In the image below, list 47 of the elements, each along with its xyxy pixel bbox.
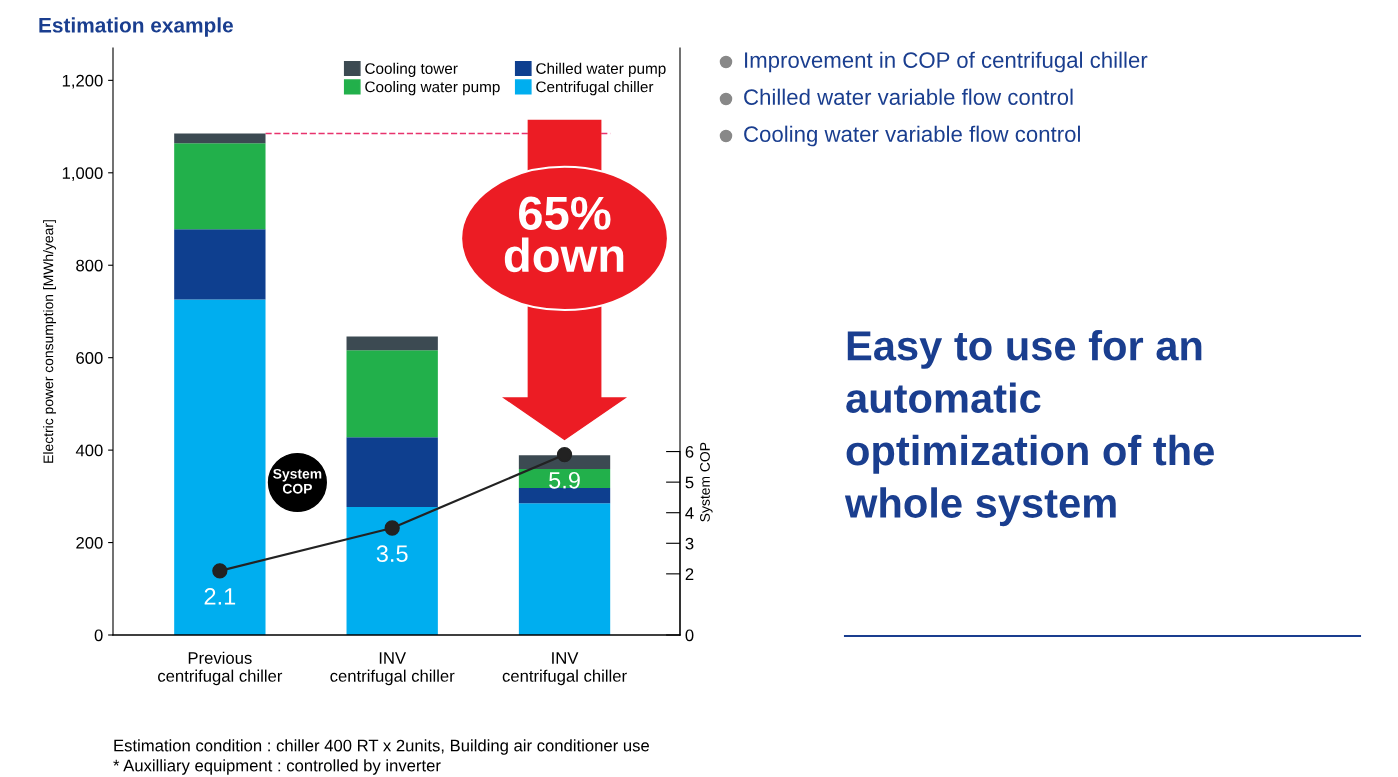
bar	[346, 506, 438, 635]
annotation: 65% down	[504, 196, 624, 273]
x-tick-label: Previous centrifugal chiller	[158, 651, 283, 686]
point	[556, 446, 573, 463]
text: Estimation condition : chiller 400 RT x 2units, Building air conditioner use	[114, 739, 649, 755]
text: Improvement in COP of centrifugal chiller	[745, 51, 1148, 73]
y2-axis-title: System COP	[700, 442, 713, 522]
text: Chilled water variable flow control	[744, 88, 1073, 105]
y-tick-label: 400	[75, 444, 103, 457]
bar	[518, 503, 611, 635]
y2-tick-label: 4	[685, 507, 694, 519]
x-tick-label: INV centrifugal chiller	[330, 652, 455, 686]
point	[384, 520, 400, 536]
bar	[174, 299, 266, 635]
text: * Auxilliary equipment : controlled by inverter	[113, 759, 441, 775]
y2-tick-label: 3	[685, 537, 694, 550]
y2-tick-label: 2	[685, 568, 694, 580]
y-axis-title: Electric power consumption [MWh/year]	[43, 220, 57, 463]
chart-title: Estimation example	[39, 17, 233, 37]
legend-label: Centrifugal chiller	[536, 81, 654, 96]
legend-label: Cooling water pump	[365, 81, 500, 96]
point	[212, 563, 228, 579]
text: Easy to use for an automatic optimization of the whole system	[844, 330, 1214, 527]
bar	[518, 488, 611, 504]
legend-label: Cooling tower	[365, 62, 458, 77]
data-label: 2.1	[204, 588, 236, 605]
bar	[174, 143, 266, 230]
y-tick-label: 800	[76, 259, 103, 272]
bar	[174, 133, 266, 144]
y2-tick-label: 6	[685, 445, 694, 458]
y2-tick-label: 0	[685, 629, 694, 642]
bar	[174, 229, 266, 300]
bar	[346, 336, 438, 351]
y-tick-label: 200	[76, 536, 103, 549]
data-label: 5.9	[549, 471, 580, 489]
bar	[346, 350, 438, 438]
data-label: 3.5	[376, 545, 408, 562]
y-tick-label: 1,200	[62, 74, 103, 89]
annotation: System COP	[273, 468, 322, 494]
y-tick-label: 600	[76, 352, 103, 364]
bar	[346, 437, 438, 507]
y-tick-label: 1,000	[62, 167, 103, 181]
legend-label: Chilled water pump	[536, 62, 666, 77]
x-tick-label: INV centrifugal chiller	[502, 652, 627, 686]
text: Cooling water variable flow control	[744, 125, 1080, 147]
y2-tick-label: 5	[685, 476, 694, 489]
y-tick-label: 0	[94, 629, 103, 642]
